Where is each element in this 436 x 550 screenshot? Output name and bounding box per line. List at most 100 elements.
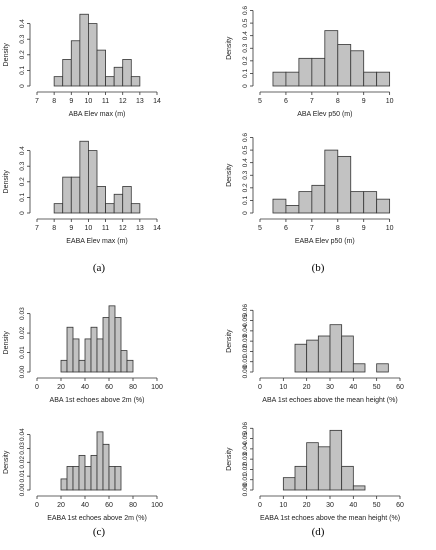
x-tick-label: 10: [279, 384, 287, 391]
histogram-bar: [79, 140, 89, 214]
x-tick-label: 50: [373, 502, 381, 509]
x-tick-label: 11: [102, 98, 109, 105]
x-tick-label: 8: [52, 225, 56, 232]
x-axis-label: EABA Elev max (m): [66, 238, 127, 245]
histogram-panel-6: 0 10 20 30 40 50 60 ABA 1st echoes above the me…: [226, 304, 404, 404]
histogram-bar: [72, 466, 80, 491]
histogram-bar: [66, 326, 74, 373]
x-tick-label: 10: [386, 225, 394, 232]
histogram-panel-2: 5 6 7 8 9 10 ABA Elev p50 (m) 0 0.1 0.2 0.3 0.4 0.5 0…: [226, 6, 394, 118]
y-axis-label: Density: [3, 170, 10, 194]
x-tick-label: 60: [105, 502, 113, 509]
histogram-bar: [306, 339, 319, 373]
x-tick-label: 0: [35, 502, 39, 509]
histogram-bar: [70, 176, 81, 214]
x-tick-label: 100: [151, 384, 163, 391]
x-tick-label: 8: [336, 225, 340, 232]
y-tick-label: 0.03: [19, 307, 26, 320]
x-tick-label: 10: [279, 502, 287, 509]
histogram-panel-1: 7 8 9 10 11 12 13 14 ABA Elev max (m) 0 0.1 0.2 0.3 0…: [3, 13, 161, 118]
y-tick-label: 0.4: [242, 31, 249, 40]
x-tick-label: 60: [396, 384, 404, 391]
x-tick-label: 20: [57, 502, 65, 509]
x-tick-label: 80: [129, 384, 137, 391]
x-tick-label: 7: [310, 225, 314, 232]
y-tick-label: 0.2: [242, 183, 249, 192]
x-tick-label: 10: [386, 98, 394, 105]
y-tick-label: 0.3: [19, 34, 26, 43]
x-tick-label: 9: [362, 225, 366, 232]
y-tick-label: 0.02: [19, 326, 26, 339]
caption-c: (c): [92, 526, 106, 538]
histogram-bar: [78, 454, 86, 491]
x-tick-label: 9: [69, 98, 73, 105]
histogram-bar: [337, 155, 352, 214]
histogram-panel-4: 5 6 7 8 9 10 EABA Elev p50 (m) 0 0.1 0.2 0.3 0.4 0.5…: [226, 133, 394, 245]
y-tick-label: 0.4: [19, 19, 26, 28]
histogram-bar: [352, 485, 366, 491]
y-tick-label: 0.5: [242, 145, 249, 154]
y-tick-label: 0: [242, 84, 249, 88]
y-tick-label: 0.06: [242, 422, 249, 435]
histogram-bar: [105, 203, 115, 214]
histogram-bar: [126, 359, 134, 373]
y-axis-label: Density: [3, 450, 10, 474]
y-tick-label: 0.01: [19, 469, 26, 482]
histogram-bar: [130, 76, 141, 87]
x-tick-label: 5: [258, 225, 262, 232]
histogram-bar: [341, 465, 354, 491]
histogram-bar: [102, 317, 110, 373]
y-axis-label: Density: [226, 36, 233, 60]
histogram-bar: [102, 443, 110, 491]
x-tick-label: 20: [57, 384, 65, 391]
histogram-bar: [306, 442, 319, 491]
histogram-bar: [96, 431, 104, 491]
histogram-bar: [285, 71, 300, 87]
x-tick-label: 6: [284, 98, 288, 105]
x-tick-label: 0: [258, 502, 262, 509]
histogram-bar: [122, 59, 132, 87]
x-tick-label: 9: [362, 98, 366, 105]
y-tick-label: 0.6: [242, 6, 249, 15]
x-tick-label: 40: [81, 502, 89, 509]
histogram-bar: [108, 466, 116, 491]
x-tick-label: 13: [136, 225, 144, 232]
histogram-panel-5: 0 20 40 60 80 100 ABA 1st echoes above 2m (%) 0…: [3, 305, 163, 404]
y-tick-label: 0.05: [242, 314, 249, 327]
y-tick-label: 0.03: [242, 334, 249, 347]
histogram-bar: [298, 191, 313, 214]
histogram-bar: [96, 49, 106, 87]
histogram-bar: [294, 343, 308, 373]
x-tick-label: 14: [153, 225, 161, 232]
x-tick-label: 6: [284, 225, 288, 232]
histogram-bar: [122, 186, 132, 214]
histogram-bar: [84, 466, 92, 491]
x-axis-label: EABA 1st echoes above 2m (%): [47, 515, 147, 522]
y-tick-label: 0.1: [242, 69, 249, 78]
x-tick-label: 30: [326, 502, 334, 509]
x-tick-label: 7: [35, 225, 39, 232]
y-tick-label: 0.02: [19, 456, 26, 469]
x-tick-label: 60: [105, 384, 113, 391]
histogram-bar: [96, 186, 106, 214]
y-tick-label: 0: [242, 211, 249, 215]
histogram-bar: [105, 76, 115, 87]
x-tick-label: 50: [373, 384, 381, 391]
x-tick-label: 100: [151, 502, 163, 509]
y-tick-label: 0.02: [242, 345, 249, 358]
y-axis-label: Density: [226, 163, 233, 187]
x-axis-label: ABA 1st echoes above 2m (%): [50, 397, 145, 404]
x-tick-label: 80: [129, 502, 137, 509]
y-axis-label: Density: [226, 447, 233, 471]
y-tick-label: 0.2: [19, 177, 26, 186]
x-axis-label: ABA Elev p50 (m): [297, 111, 352, 118]
x-tick-label: 7: [35, 98, 39, 105]
x-tick-label: 14: [153, 98, 161, 105]
y-tick-label: 0.04: [19, 428, 26, 441]
histogram-bar: [90, 326, 98, 373]
y-tick-label: 0.00: [19, 365, 26, 378]
histogram-bar: [108, 305, 116, 373]
histogram-bar: [60, 359, 68, 373]
histogram-bar: [329, 324, 343, 373]
